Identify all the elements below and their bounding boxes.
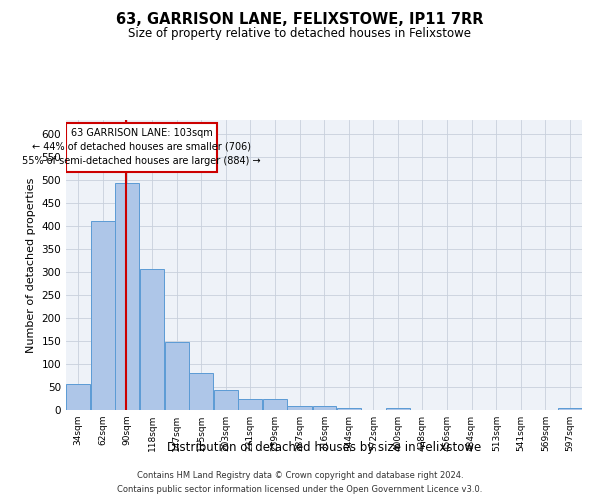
Bar — [190, 372, 213, 410]
Bar — [263, 399, 287, 410]
Text: Contains public sector information licensed under the Open Government Licence v3: Contains public sector information licen… — [118, 484, 482, 494]
Bar — [214, 390, 238, 410]
Text: 55% of semi-detached houses are larger (884) →: 55% of semi-detached houses are larger (… — [22, 156, 261, 166]
FancyBboxPatch shape — [66, 123, 217, 172]
Y-axis label: Number of detached properties: Number of detached properties — [26, 178, 36, 352]
Bar — [67, 384, 90, 410]
Bar — [313, 406, 336, 410]
Bar — [115, 183, 139, 410]
Bar — [238, 399, 262, 410]
Text: 63 GARRISON LANE: 103sqm: 63 GARRISON LANE: 103sqm — [71, 128, 212, 138]
Text: Distribution of detached houses by size in Felixstowe: Distribution of detached houses by size … — [167, 441, 481, 454]
Text: Contains HM Land Registry data © Crown copyright and database right 2024.: Contains HM Land Registry data © Crown c… — [137, 472, 463, 480]
Bar — [140, 269, 164, 410]
Bar — [287, 406, 312, 410]
Bar — [558, 408, 581, 410]
Bar — [386, 408, 410, 410]
Text: 63, GARRISON LANE, FELIXSTOWE, IP11 7RR: 63, GARRISON LANE, FELIXSTOWE, IP11 7RR — [116, 12, 484, 28]
Bar — [91, 221, 115, 410]
Bar — [337, 408, 361, 410]
Text: Size of property relative to detached houses in Felixstowe: Size of property relative to detached ho… — [128, 28, 472, 40]
Bar — [165, 342, 189, 410]
Text: ← 44% of detached houses are smaller (706): ← 44% of detached houses are smaller (70… — [32, 142, 251, 152]
